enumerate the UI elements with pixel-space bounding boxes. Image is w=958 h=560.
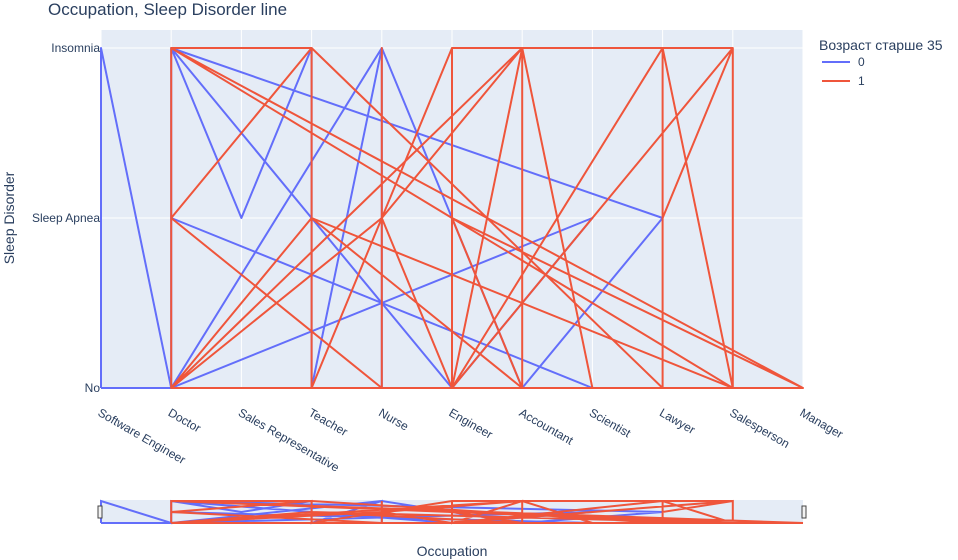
legend-items: 01 xyxy=(822,55,865,88)
rangeslider-handle-right[interactable] xyxy=(801,505,807,519)
x-tick-salesperson: Salesperson xyxy=(727,405,792,450)
x-tick-doctor: Doctor xyxy=(166,405,204,435)
y-tick-insomnia: Insomnia xyxy=(51,41,100,55)
x-tick-teacher: Teacher xyxy=(306,405,350,438)
rangeslider-minimap xyxy=(100,499,804,525)
legend-label-0: 0 xyxy=(858,55,865,69)
legend: Возраст старше 35 01 xyxy=(819,37,943,88)
chart-title: Occupation, Sleep Disorder line xyxy=(48,0,287,19)
legend-item-0[interactable]: 0 xyxy=(822,55,865,69)
y-tick-no: No xyxy=(85,381,101,395)
legend-title: Возраст старше 35 xyxy=(819,37,943,53)
minimap-line-1 xyxy=(170,499,804,525)
y-tick-sleep-apnea: Sleep Apnea xyxy=(32,211,100,225)
x-axis-title: Occupation xyxy=(417,543,488,559)
y-tick-labels: No Sleep Apnea Insomnia xyxy=(32,41,100,395)
series-line-1[interactable] xyxy=(170,47,804,389)
x-tick-scientist: Scientist xyxy=(587,405,634,440)
series-layer xyxy=(100,47,804,389)
x-tick-manager: Manager xyxy=(798,405,846,441)
y-axis-title: Sleep Disorder xyxy=(1,171,17,264)
legend-label-1: 1 xyxy=(858,74,865,88)
x-tick-accountant: Accountant xyxy=(517,405,577,447)
legend-item-1[interactable]: 1 xyxy=(822,74,865,88)
x-tick-lawyer: Lawyer xyxy=(657,405,698,436)
x-tick-nurse: Nurse xyxy=(376,405,411,433)
rangeslider-handle-left[interactable] xyxy=(97,505,103,519)
x-tick-engineer: Engineer xyxy=(447,405,496,441)
